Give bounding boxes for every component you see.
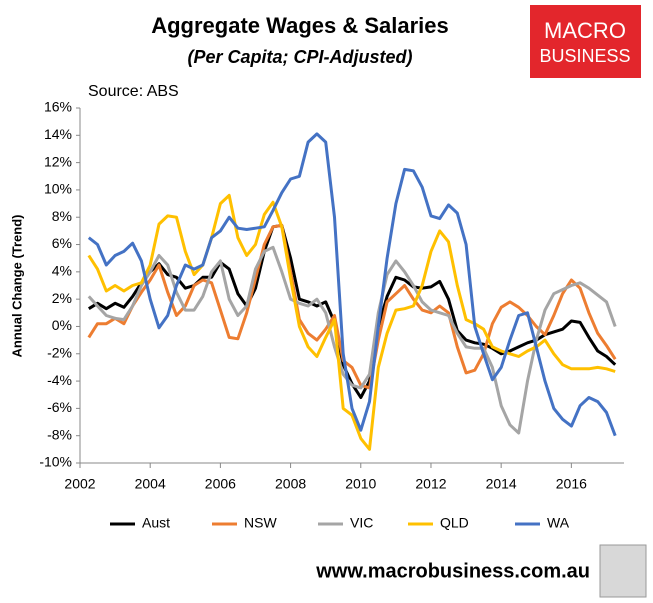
y-axis-title: Annual Change (Trend): [9, 215, 24, 358]
logo-text: BUSINESS: [539, 46, 630, 66]
y-tick-label: 4%: [52, 263, 72, 279]
y-tick-label: 2%: [52, 290, 72, 306]
y-tick-label: 8%: [52, 208, 72, 224]
y-tick-label: -2%: [47, 344, 72, 360]
series-line: [87, 245, 617, 435]
y-tick-label: 0%: [52, 317, 72, 333]
x-tick-label: 2008: [275, 476, 306, 492]
legend-label: Aust: [142, 515, 170, 531]
x-tick-label: 2012: [415, 476, 446, 492]
y-tick-label: -8%: [47, 426, 72, 442]
footer-url: www.macrobusiness.com.au: [315, 560, 590, 582]
y-tick-label: 6%: [52, 235, 72, 251]
x-tick-label: 2010: [345, 476, 376, 492]
chart-subtitle: (Per Capita; CPI-Adjusted): [187, 47, 412, 67]
y-tick-label: -4%: [47, 372, 72, 388]
series-line: [87, 223, 617, 390]
x-tick-label: 2002: [64, 476, 95, 492]
logo-box: [530, 5, 641, 78]
y-tick-label: 10%: [44, 181, 72, 197]
y-tick-label: -10%: [39, 454, 72, 470]
x-tick-label: 2014: [486, 476, 517, 492]
legend-label: VIC: [350, 515, 373, 531]
x-tick-label: 2004: [135, 476, 166, 492]
y-tick-label: 12%: [44, 153, 72, 169]
source: Source: ABS: [88, 83, 179, 100]
y-tick-label: -6%: [47, 399, 72, 415]
chart-title: Aggregate Wages & Salaries: [151, 13, 449, 38]
y-tick-label: 16%: [44, 99, 72, 115]
y-tick-label: 14%: [44, 126, 72, 142]
series-line: [87, 132, 617, 437]
wolf-icon: [599, 544, 647, 598]
series-line: [87, 193, 616, 451]
x-tick-label: 2016: [556, 476, 587, 492]
legend-label: WA: [547, 515, 570, 531]
legend-label: NSW: [244, 515, 277, 531]
legend-label: QLD: [440, 515, 469, 531]
logo-text: MACRO: [544, 18, 626, 43]
x-tick-label: 2006: [205, 476, 236, 492]
